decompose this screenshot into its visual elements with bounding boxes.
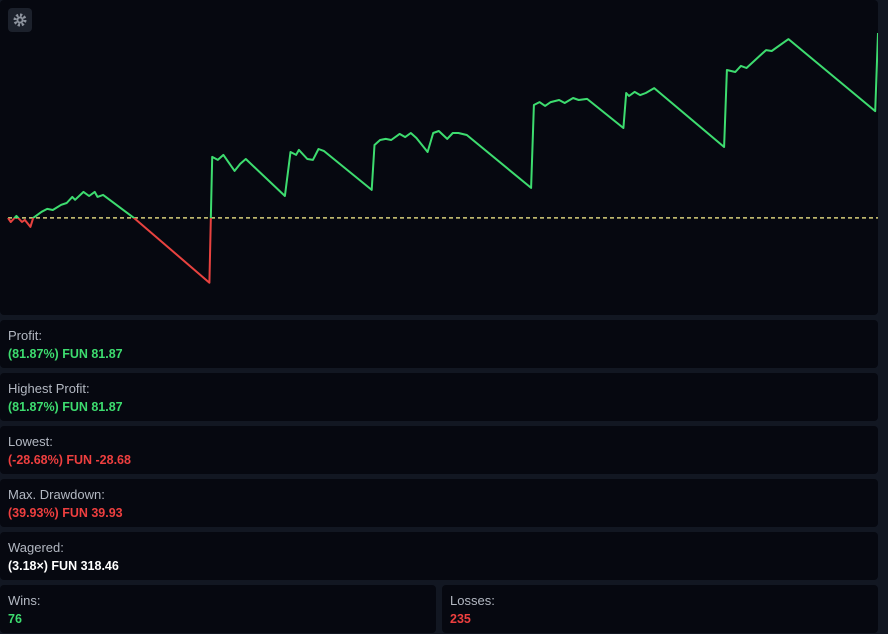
settings-button[interactable]: [8, 8, 32, 32]
stat-label: Wagered:: [8, 540, 64, 555]
stat-label: Losses:: [450, 593, 495, 608]
stat-panel: Max. Drawdown: (39.93%) FUN 39.93: [0, 479, 878, 527]
stat-label: Highest Profit:: [8, 381, 90, 396]
stat-panel: Highest Profit: (81.87%) FUN 81.87: [0, 373, 878, 421]
stat-panel: Wins: 76: [0, 585, 436, 633]
stat-value: 76: [8, 612, 22, 626]
stat-value: (-28.68%) FUN -28.68: [8, 453, 131, 467]
stat-value: 235: [450, 612, 471, 626]
stat-value: (39.93%) FUN 39.93: [8, 506, 123, 520]
stat-value: (3.18×) FUN 318.46: [8, 559, 119, 573]
stat-label: Profit:: [8, 328, 42, 343]
profit-line: [7, 32, 878, 284]
gear-icon: [13, 13, 27, 27]
stat-label: Wins:: [8, 593, 41, 608]
stat-value: (81.87%) FUN 81.87: [8, 347, 123, 361]
stat-panel: Profit: (81.87%) FUN 81.87: [0, 320, 878, 368]
stat-panel: Lowest: (-28.68%) FUN -28.68: [0, 426, 878, 474]
chart-panel: [0, 0, 878, 315]
stat-panel: Losses: 235: [442, 585, 878, 633]
stat-label: Max. Drawdown:: [8, 487, 105, 502]
stat-label: Lowest:: [8, 434, 53, 449]
chart: [7, 32, 878, 284]
stat-panel: Wagered: (3.18×) FUN 318.46: [0, 532, 878, 580]
stat-value: (81.87%) FUN 81.87: [8, 400, 123, 414]
